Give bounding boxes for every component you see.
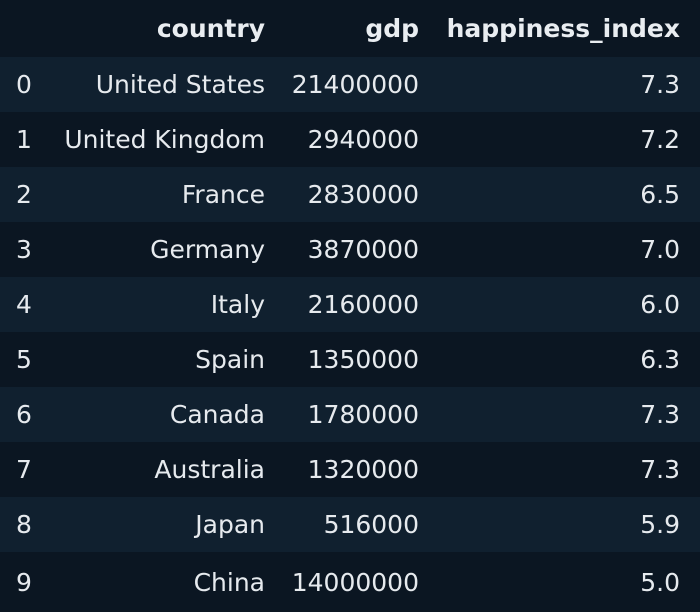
row-index: 7	[16, 455, 32, 484]
table-header: country gdp happiness_index	[0, 0, 700, 57]
cell-country: United States	[95, 70, 265, 99]
cell-gdp: 21400000	[291, 70, 419, 99]
row-index: 9	[16, 567, 32, 597]
table-body: 0 United States 21400000 7.3 1 United Ki…	[0, 57, 700, 612]
table-row: 4 Italy 2160000 6.0	[0, 277, 700, 332]
cell-country: China	[193, 567, 265, 597]
cell-country: Italy	[210, 290, 265, 319]
cell-gdp: 2160000	[307, 290, 419, 319]
cell-country: Japan	[195, 510, 265, 539]
cell-country: Spain	[195, 345, 265, 374]
row-index: 4	[16, 290, 32, 319]
cell-gdp: 3870000	[307, 235, 419, 264]
cell-country: France	[181, 180, 265, 209]
table-row: 9 China 14000000 5.0	[0, 552, 700, 612]
cell-happiness-index: 6.0	[640, 290, 680, 319]
cell-happiness-index: 6.5	[640, 180, 680, 209]
table-row: 3 Germany 3870000 7.0	[0, 222, 700, 277]
cell-gdp: 1350000	[307, 345, 419, 374]
row-index: 0	[16, 70, 32, 99]
header-country: country	[156, 14, 265, 43]
table-row: 5 Spain 1350000 6.3	[0, 332, 700, 387]
row-index: 1	[16, 125, 32, 154]
cell-country: Canada	[169, 400, 265, 429]
cell-gdp: 1320000	[307, 455, 419, 484]
row-index: 8	[16, 510, 32, 539]
cell-happiness-index: 5.0	[640, 567, 680, 597]
cell-country: Australia	[154, 455, 265, 484]
row-index: 3	[16, 235, 32, 264]
header-row: country gdp happiness_index	[0, 0, 700, 57]
cell-happiness-index: 6.3	[640, 345, 680, 374]
cell-happiness-index: 7.3	[640, 455, 680, 484]
cell-gdp: 14000000	[291, 567, 419, 597]
cell-gdp: 2940000	[307, 125, 419, 154]
cell-happiness-index: 5.9	[640, 510, 680, 539]
cell-happiness-index: 7.2	[640, 125, 680, 154]
table-row: 8 Japan 516000 5.9	[0, 497, 700, 552]
table-row: 7 Australia 1320000 7.3	[0, 442, 700, 497]
cell-happiness-index: 7.3	[640, 400, 680, 429]
cell-country: Germany	[150, 235, 265, 264]
cell-country: United Kingdom	[64, 125, 265, 154]
table-row: 1 United Kingdom 2940000 7.2	[0, 112, 700, 167]
table-row: 2 France 2830000 6.5	[0, 167, 700, 222]
row-index: 5	[16, 345, 32, 374]
cell-gdp: 1780000	[307, 400, 419, 429]
cell-happiness-index: 7.0	[640, 235, 680, 264]
header-gdp: gdp	[365, 14, 419, 43]
cell-gdp: 2830000	[307, 180, 419, 209]
header-happiness-index: happiness_index	[446, 14, 680, 43]
cell-happiness-index: 7.3	[640, 70, 680, 99]
cell-gdp: 516000	[323, 510, 419, 539]
header-index	[0, 0, 55, 57]
row-index: 2	[16, 180, 32, 209]
row-index: 6	[16, 400, 32, 429]
table-row: 6 Canada 1780000 7.3	[0, 387, 700, 442]
table-row: 0 United States 21400000 7.3	[0, 57, 700, 112]
